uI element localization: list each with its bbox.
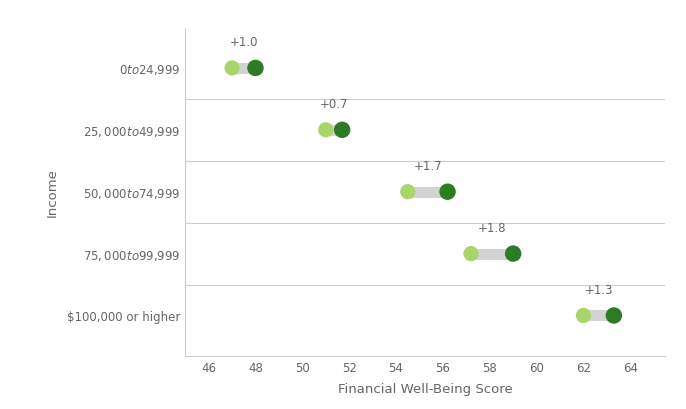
Text: +1.0: +1.0	[230, 36, 258, 49]
Y-axis label: Income: Income	[46, 168, 58, 217]
X-axis label: Financial Well-Being Score: Financial Well-Being Score	[338, 382, 512, 395]
Text: +1.8: +1.8	[478, 221, 506, 234]
Point	[508, 251, 519, 257]
Point	[608, 312, 619, 319]
Point	[402, 189, 413, 196]
Point	[250, 65, 261, 72]
Point	[578, 312, 589, 319]
Text: +0.7: +0.7	[320, 98, 348, 111]
Point	[320, 127, 331, 134]
Point	[337, 127, 348, 134]
Point	[442, 189, 453, 196]
Point	[226, 65, 237, 72]
Text: +1.3: +1.3	[584, 283, 613, 296]
Text: +1.7: +1.7	[414, 160, 442, 173]
Point	[466, 251, 477, 257]
